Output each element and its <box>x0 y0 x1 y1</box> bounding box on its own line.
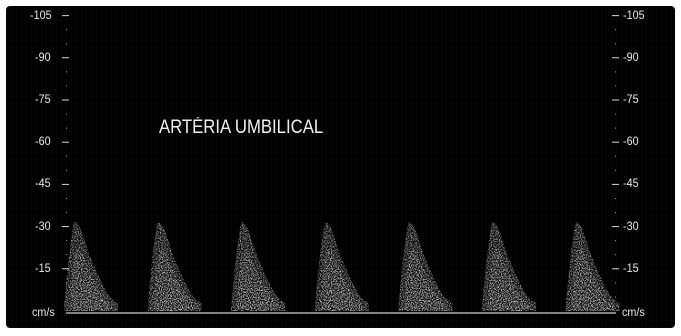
left-tick-label: -75 <box>35 92 51 106</box>
waveform-core <box>488 249 530 311</box>
left-tick-label: -30 <box>35 218 51 233</box>
doppler-canvas <box>62 15 620 314</box>
left-tick-label: -105 <box>30 7 52 22</box>
left-tick-label: -90 <box>35 49 51 64</box>
right-tick-label: -45 <box>623 176 639 191</box>
waveform-core <box>237 249 280 311</box>
vessel-label: ARTÉRIA UMBILICAL <box>159 117 324 138</box>
right-tick-label: -60 <box>623 134 639 149</box>
right-scale <box>612 15 619 298</box>
right-tick-label: -105 <box>623 7 645 22</box>
left-tick-label: -60 <box>35 134 51 149</box>
left-tick-label: -15 <box>35 260 51 275</box>
left-tick-label: -45 <box>35 176 51 191</box>
waveform-core <box>404 249 447 311</box>
waveform-group <box>64 222 620 311</box>
waveform-core <box>320 249 363 311</box>
right-tick-label: -75 <box>623 92 639 106</box>
waveform-core <box>153 249 196 311</box>
left-scale <box>62 15 69 298</box>
waveform-core <box>70 249 112 311</box>
unit-label-left: cm/s <box>32 305 55 319</box>
waveform-core <box>571 249 614 311</box>
doppler-display: ARTÉRIA UMBILICAL cm/s cm/s -105 -105 -90 -… <box>6 6 675 328</box>
right-tick-label: -30 <box>623 218 639 233</box>
unit-label-right: cm/s <box>622 305 645 319</box>
right-tick-label: -90 <box>623 49 639 64</box>
right-tick-label: -15 <box>623 260 639 275</box>
